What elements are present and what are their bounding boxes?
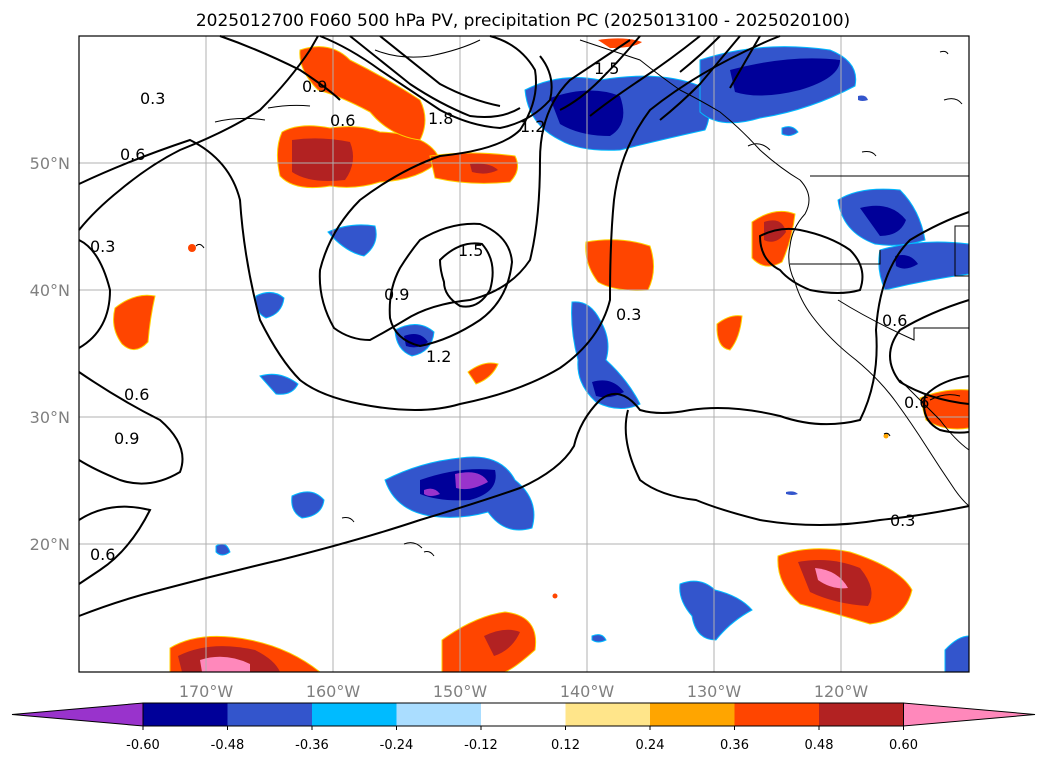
contour-label: 0.6 <box>882 311 907 330</box>
contour-label: 0.3 <box>616 305 641 324</box>
colorbar-extend-max <box>903 702 1036 727</box>
contour-label: 0.3 <box>140 89 165 108</box>
negative-anomaly-blob <box>215 46 970 673</box>
positive-anomaly-blob <box>113 38 970 673</box>
colorbar-segment <box>819 703 904 726</box>
colorbar-tick-label: 0.24 <box>636 738 665 753</box>
colorbar-outline <box>142 702 904 727</box>
colorbar-segment <box>565 703 650 726</box>
colorbar-tick-label: 0.12 <box>551 738 580 753</box>
contour-label: 0.9 <box>302 77 327 96</box>
contour-label: 0.9 <box>384 285 409 304</box>
contour-label: 0.6 <box>330 111 355 130</box>
colorbar-tick-label: -0.48 <box>211 738 245 753</box>
figure-title: 2025012700 F060 500 hPa PV, precipitatio… <box>196 11 850 31</box>
contour-label: 0.3 <box>890 511 915 530</box>
colorbar-segment <box>312 703 397 726</box>
colorbar-tick-label: 0.48 <box>805 738 834 753</box>
colorbar-segment <box>734 703 819 726</box>
colorbar-segment <box>481 703 566 726</box>
lat-tick-label: 20°N <box>30 535 70 554</box>
contour-label: 0.6 <box>904 393 929 412</box>
contour-labels: 0.3 0.6 0.3 0.6 0.9 0.6 0.9 0.6 1.8 1.5 … <box>90 59 929 564</box>
colorbar-segment <box>650 703 735 726</box>
contour-label: 0.6 <box>90 545 115 564</box>
colorbar-tick-label: 0.36 <box>720 738 749 753</box>
colorbar-tick-label: -0.60 <box>126 738 160 753</box>
colorbar-tick-label: -0.24 <box>380 738 414 753</box>
contour-label: 1.2 <box>426 347 451 366</box>
contour-label: 1.8 <box>428 109 453 128</box>
lon-tick-label: 140°W <box>560 682 615 701</box>
precip-shading <box>113 38 970 673</box>
lon-tick-label: 120°W <box>814 682 869 701</box>
longitude-axis: 170°W 160°W 150°W 140°W 130°W 120°W <box>179 682 869 701</box>
contour-label: 1.5 <box>458 241 483 260</box>
pv-contours <box>78 35 970 617</box>
colorbar-tick-label: 0.60 <box>889 738 918 753</box>
map-frame <box>78 35 970 673</box>
lon-tick-label: 130°W <box>687 682 742 701</box>
graticule <box>79 36 969 672</box>
latitude-axis: 50°N 40°N 30°N 20°N <box>30 154 70 554</box>
contour-label: 0.3 <box>90 237 115 256</box>
contour-label: 0.6 <box>120 145 145 164</box>
lat-tick-label: 50°N <box>30 154 70 173</box>
contour-label: 0.9 <box>114 429 139 448</box>
contour-label: 0.6 <box>124 385 149 404</box>
colorbar: -0.60 -0.48 -0.36 -0.24 -0.12 0.12 0.24 0.36 0.4… <box>11 702 1036 753</box>
colorbar-segment <box>143 703 228 726</box>
colorbar-extend-min <box>11 702 144 727</box>
lat-tick-label: 30°N <box>30 408 70 427</box>
contour-label: 1.5 <box>594 59 619 78</box>
lon-tick-label: 160°W <box>306 682 361 701</box>
coastlines <box>195 39 970 557</box>
colorbar-segment <box>396 703 481 726</box>
lon-tick-label: 150°W <box>433 682 488 701</box>
lat-tick-label: 40°N <box>30 281 70 300</box>
colorbar-segment <box>227 703 312 726</box>
colorbar-segments <box>11 702 1036 727</box>
map-panel: 0.3 0.6 0.3 0.6 0.9 0.6 0.9 0.6 1.8 1.5 … <box>78 35 970 673</box>
lon-tick-label: 170°W <box>179 682 234 701</box>
colorbar-tick-label: -0.36 <box>295 738 329 753</box>
contour-label: 1.2 <box>520 117 545 136</box>
colorbar-tick-label: -0.12 <box>464 738 498 753</box>
colorbar-ticks: -0.60 -0.48 -0.36 -0.24 -0.12 0.12 0.24 0.36 0.4… <box>126 726 918 753</box>
